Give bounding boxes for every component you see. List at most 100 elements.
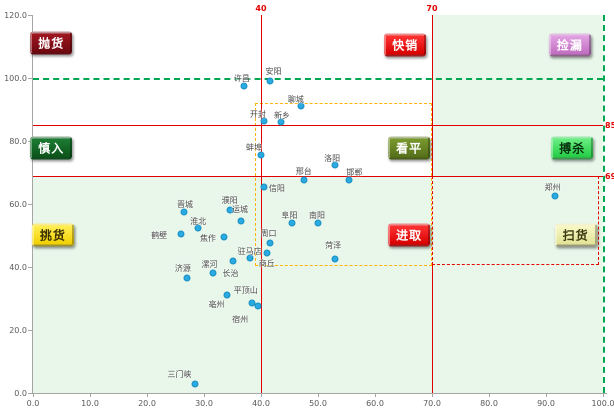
scatter-point: [277, 118, 285, 126]
scatter-point: [229, 257, 236, 265]
x-axis-tick: [603, 393, 604, 397]
x-axis-tick: [546, 393, 547, 397]
point-label: 鹤壁: [151, 230, 168, 240]
ref-line-value: 69: [605, 171, 614, 181]
x-axis-tick-label: 80.0: [480, 399, 498, 408]
x-axis-tick: [432, 393, 433, 397]
x-axis-tick-label: 40.0: [252, 399, 270, 408]
point-label: 蚌埠: [246, 143, 262, 153]
scatter-point: [266, 77, 274, 85]
point-label: 周口: [260, 229, 277, 239]
ref-line-horizontal: [33, 175, 603, 177]
ref-line-horizontal: [33, 78, 603, 80]
scatter-point: [260, 117, 268, 125]
dashed-selection-box: [255, 103, 432, 266]
y-axis-tick-label: 20.0: [9, 325, 27, 335]
point-label: 晋城: [177, 199, 194, 209]
y-axis-tick: [28, 267, 32, 268]
x-axis-tick-label: 30.0: [195, 399, 213, 408]
point-label: 菏泽: [325, 241, 342, 251]
ref-line-vertical: [603, 15, 605, 393]
scatter-point: [237, 217, 245, 225]
y-axis-tick: [28, 15, 32, 16]
scatter-point: [331, 161, 339, 169]
scatter-point: [180, 208, 188, 216]
scatter-point: [297, 102, 305, 110]
point-label: 安阳: [265, 67, 282, 77]
ref-line-value: 85: [605, 121, 614, 131]
scatter-point: [194, 224, 202, 232]
ref-line-vertical: [432, 263, 433, 393]
point-label: 阜阳: [281, 210, 298, 220]
y-axis-line: [32, 15, 33, 393]
y-axis-tick-label: 80.0: [9, 136, 27, 146]
scatter-point: [223, 291, 231, 299]
point-label: 平顶山: [233, 286, 258, 296]
point-label: 邢台: [295, 167, 312, 177]
point-label: 邯郸: [346, 168, 363, 178]
point-label: 郑州: [544, 183, 561, 193]
ref-line-value: 70: [426, 4, 438, 13]
zone-label: 慎入: [30, 136, 73, 160]
point-label: 漯河: [201, 260, 218, 270]
y-axis-tick: [28, 141, 32, 142]
point-label: 长治: [222, 268, 239, 278]
zone-label: 快销: [384, 33, 427, 57]
scatter-point: [288, 219, 296, 227]
x-axis-tick-label: 90.0: [537, 399, 555, 408]
y-axis-tick: [28, 78, 32, 79]
scatter-point: [260, 183, 268, 191]
x-axis-tick: [375, 393, 376, 397]
scatter-point: [209, 269, 217, 277]
scatter-point: [257, 151, 265, 159]
y-axis-tick-label: 60.0: [9, 199, 27, 209]
y-axis-tick: [28, 204, 32, 205]
shaded-region: [33, 175, 603, 393]
zone-label: 看平: [388, 136, 431, 160]
point-label: 淮北: [190, 216, 207, 226]
scatter-point: [183, 274, 191, 282]
y-axis-tick-label: 100.0: [4, 73, 27, 83]
point-label: 聊城: [287, 95, 304, 105]
zone-label: 进取: [388, 223, 431, 247]
scatter-point: [266, 239, 274, 247]
x-axis-tick: [204, 393, 205, 397]
point-label: 三门峡: [167, 369, 192, 379]
x-axis-tick-label: 60.0: [366, 399, 384, 408]
x-axis-tick-label: 70.0: [423, 399, 441, 408]
point-label: 许昌: [233, 73, 250, 83]
point-label: 焦作: [199, 234, 216, 244]
scatter-point: [191, 380, 199, 388]
zone-label: 搏杀: [551, 136, 594, 160]
point-label: 济源: [174, 264, 191, 274]
y-axis-tick-label: 40.0: [9, 262, 27, 272]
scatter-point: [345, 176, 353, 184]
point-label: 开封: [249, 109, 266, 119]
y-axis-tick: [28, 393, 32, 394]
x-axis-tick-label: 10.0: [81, 399, 99, 408]
zone-label: 扫货: [554, 223, 597, 247]
scatter-point: [331, 255, 339, 263]
scatter-point: [300, 176, 308, 184]
scatter-point: [246, 254, 254, 262]
point-label: 新乡: [273, 111, 290, 121]
ref-line-horizontal: [33, 125, 603, 127]
scatter-point: [314, 219, 322, 227]
x-axis-tick: [489, 393, 490, 397]
x-axis-tick: [147, 393, 148, 397]
y-axis-tick-label: 120.0: [4, 10, 27, 20]
y-axis-tick-label: 0.0: [14, 388, 27, 398]
dashed-selection-box: [432, 175, 600, 265]
x-axis-tick-label: 0.0: [26, 399, 40, 408]
scatter-point: [551, 192, 559, 200]
ref-line-vertical: [261, 15, 262, 393]
point-label: 商丘: [258, 258, 275, 268]
scatter-point: [177, 230, 185, 238]
x-axis-tick: [318, 393, 319, 397]
point-label: 亳州: [208, 300, 225, 310]
point-label: 濮阳: [221, 196, 238, 206]
ref-line-vertical: [432, 15, 433, 176]
scatter-point: [220, 233, 228, 241]
scatter-point: [254, 302, 262, 310]
